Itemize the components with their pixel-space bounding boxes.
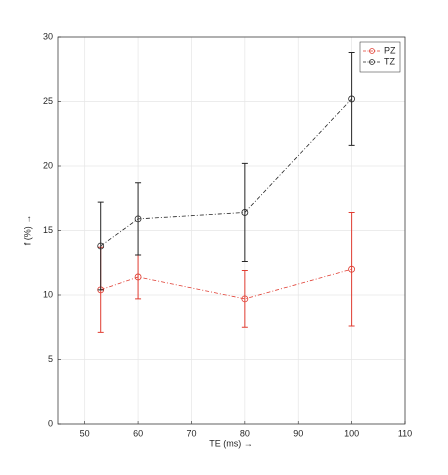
x-tick-label: 60 [133, 428, 143, 438]
axes-box [57, 36, 406, 425]
legend-label: TZ [384, 56, 395, 66]
legend-label: PZ [384, 45, 396, 55]
x-tick-label: 70 [186, 428, 196, 438]
x-tick-label: 50 [80, 428, 90, 438]
error-bar [241, 269, 248, 328]
x-tick-label: 80 [240, 428, 250, 438]
y-tick-label: 30 [43, 31, 53, 41]
legend-box [359, 41, 401, 73]
error-bar [348, 211, 355, 327]
y-tick-label: 25 [43, 96, 53, 106]
x-tick-label: 90 [293, 428, 303, 438]
error-bar [348, 51, 355, 146]
y-axis-label: f (%) → [22, 215, 32, 246]
x-tick-label: 100 [344, 428, 359, 438]
marker [241, 209, 249, 216]
legend-marker [369, 59, 375, 65]
marker [348, 95, 356, 103]
y-tick-label: 5 [48, 354, 53, 364]
y-tick-label: 15 [43, 225, 53, 235]
y-tick-label: 0 [48, 418, 53, 428]
marker [134, 273, 142, 281]
marker [97, 242, 105, 250]
y-tick-label: 20 [43, 160, 53, 170]
x-axis-label: TE (ms) → [209, 438, 253, 448]
error-bar [97, 201, 104, 291]
marker [134, 215, 142, 223]
series-line [100, 268, 352, 300]
x-tick-label: 110 [398, 428, 412, 438]
marker [241, 295, 249, 303]
y-tick-label: 10 [43, 289, 53, 299]
legend-marker [369, 48, 375, 54]
marker [348, 265, 356, 273]
error-bar [135, 182, 142, 256]
error-bar [241, 162, 248, 262]
series-line [100, 98, 352, 247]
